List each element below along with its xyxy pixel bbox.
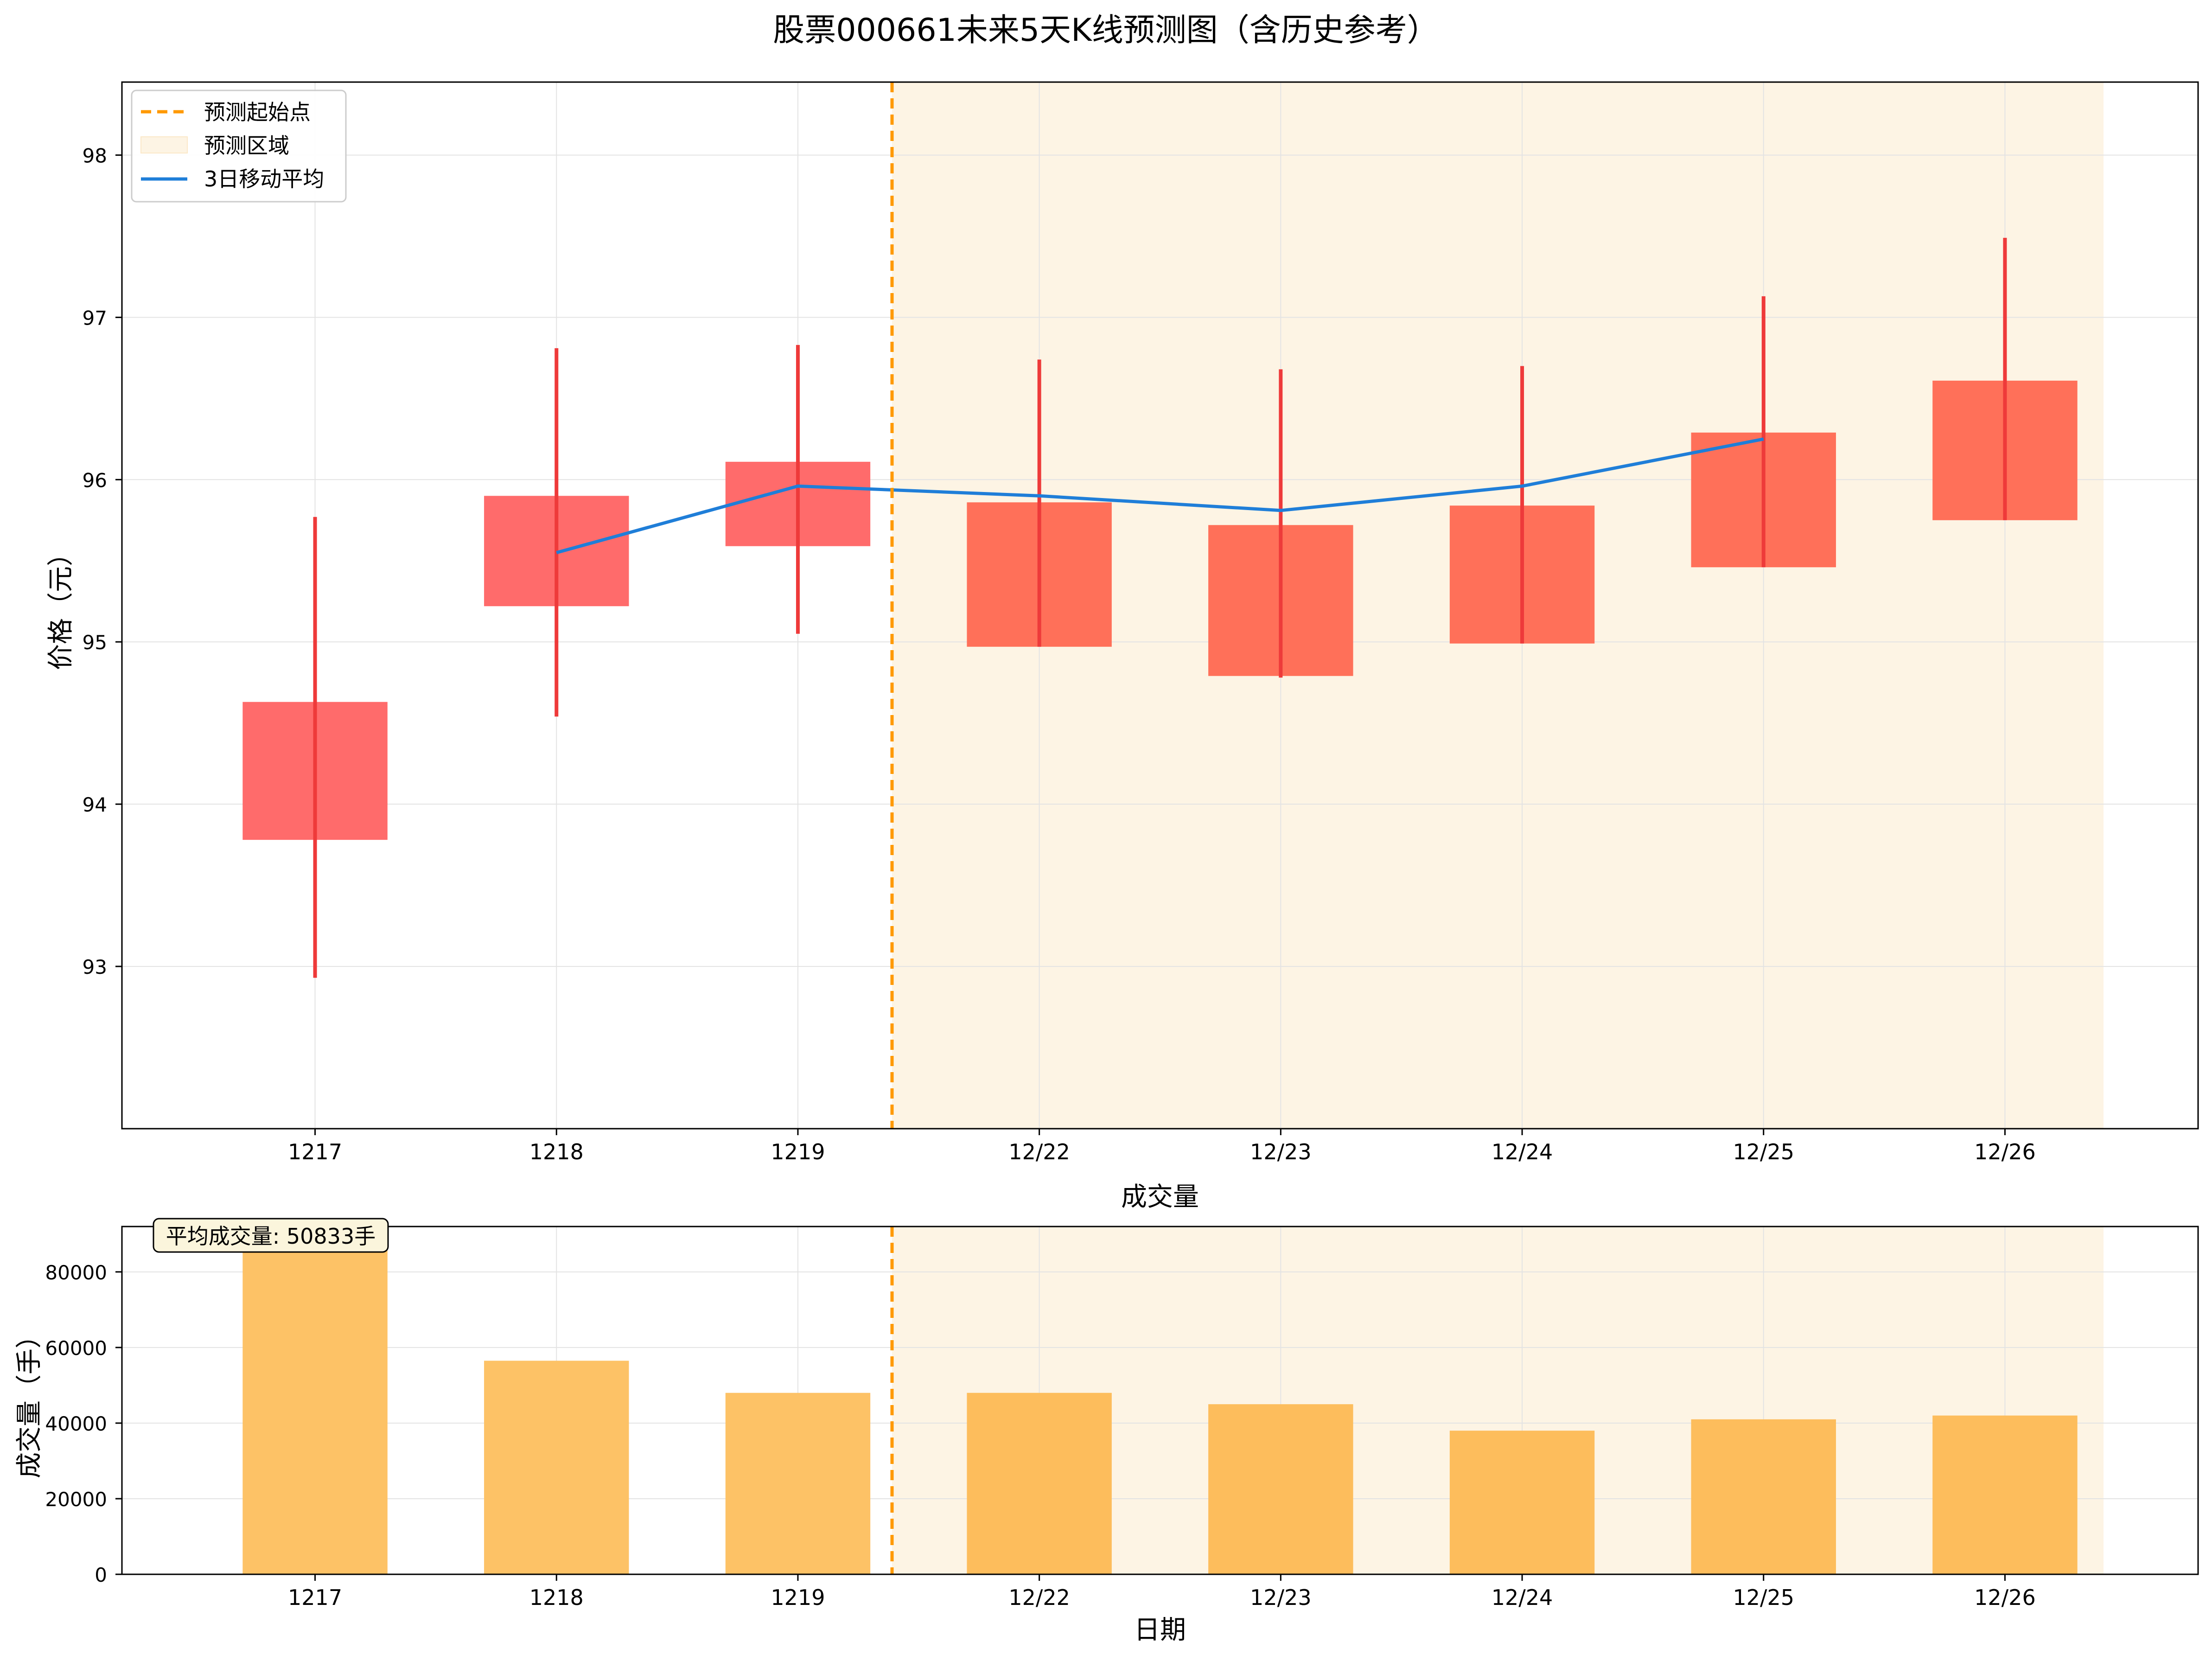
volume-x-tick-label: 1217 [288, 1585, 342, 1610]
average-volume-note: 平均成交量: 50833手 [166, 1224, 376, 1249]
price-y-tick-label: 98 [83, 144, 107, 167]
volume-x-tick-label: 1218 [529, 1585, 584, 1610]
legend-forecast-region-label: 预测区域 [204, 133, 289, 158]
average-volume-note-box [153, 1218, 389, 1253]
volume-plot-frame [121, 1226, 2199, 1575]
volume-bar [242, 1241, 388, 1574]
volume-bar [1932, 1415, 2078, 1574]
volume-x-tick-label: 12/22 [1008, 1585, 1070, 1610]
volume-x-tick-label: 12/24 [1492, 1585, 1553, 1610]
price-y-tick-label: 94 [83, 793, 107, 816]
volume-x-axis: 1217 1218 1219 12/22 12/23 12/24 12/25 12/26 [288, 1574, 2036, 1610]
volume-bar [1449, 1431, 1595, 1574]
legend-forecast-region-swatch [140, 136, 188, 153]
price-x-tick-label: 12/25 [1733, 1139, 1794, 1164]
price-x-tick-label: 1217 [288, 1139, 342, 1164]
volume-y-tick-label: 0 [95, 1564, 107, 1586]
volume-y-tick-label: 20000 [45, 1488, 107, 1511]
volume-x-tick-label: 1219 [771, 1585, 825, 1610]
price-x-tick-label: 12/22 [1008, 1139, 1070, 1164]
volume-y-tick-label: 40000 [45, 1412, 107, 1435]
price-panel: 93 94 95 96 97 98 1217 1218 1219 12/22 12/23 12/24… [46, 81, 2199, 1212]
price-x-tick-label: 12/26 [1974, 1139, 2036, 1164]
price-legend: 预测起始点 预测区域 3日移动平均 [131, 89, 347, 203]
volume-x-tick-label: 12/25 [1733, 1585, 1794, 1610]
volume-y-axis-label: 成交量（手） [14, 1323, 45, 1478]
price-y-axis-label: 价格（元） [46, 540, 76, 670]
volume-bar [725, 1393, 871, 1574]
legend-frame [131, 89, 347, 203]
moving-average-line [556, 437, 1764, 555]
price-x-axis: 1217 1218 1219 12/22 12/23 12/24 12/25 12/26 [288, 1129, 2036, 1164]
volume-x-tick-label: 12/23 [1250, 1585, 1312, 1610]
price-y-axis: 93 94 95 96 97 98 [83, 144, 122, 978]
price-x-tick-label: 12/24 [1492, 1139, 1553, 1164]
price-y-tick-label: 97 [83, 307, 107, 329]
legend-forecast-start-label: 预测起始点 [204, 100, 311, 125]
legend-ma-label: 3日移动平均 [204, 166, 324, 192]
volume-y-tick-label: 80000 [45, 1261, 107, 1284]
volume-x-axis-label: 日期 [1134, 1615, 1186, 1645]
volume-panel-title: 成交量 [1121, 1182, 1199, 1212]
volume-bar [1691, 1419, 1836, 1574]
price-y-tick-label: 96 [83, 469, 107, 492]
price-y-tick-label: 95 [83, 631, 107, 654]
price-y-tick-label: 93 [83, 956, 107, 978]
volume-bars [242, 1241, 2078, 1574]
volume-bar [967, 1393, 1112, 1574]
price-plot-frame [121, 81, 2199, 1130]
volume-bar [484, 1361, 629, 1574]
price-x-tick-label: 12/23 [1250, 1139, 1312, 1164]
volume-bar [1208, 1404, 1353, 1574]
price-candles [242, 237, 2078, 978]
chart-title: 股票000661未来5天K线预测图（含历史参考） [773, 12, 1438, 49]
volume-y-tick-label: 60000 [45, 1337, 107, 1360]
price-x-tick-label: 1218 [529, 1139, 584, 1164]
price-x-tick-label: 1219 [771, 1139, 825, 1164]
volume-y-axis: 0 20000 40000 60000 80000 [45, 1261, 122, 1586]
volume-x-tick-label: 12/26 [1974, 1585, 2036, 1610]
